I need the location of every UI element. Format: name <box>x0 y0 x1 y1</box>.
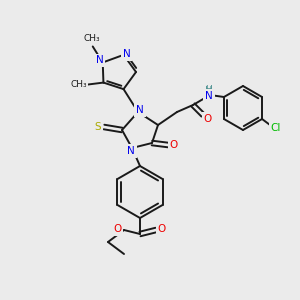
Text: H: H <box>205 86 213 96</box>
Text: H: H <box>205 85 212 94</box>
Text: N: N <box>123 49 130 59</box>
Text: N: N <box>205 91 213 101</box>
Text: S: S <box>95 122 101 132</box>
Text: CH₃: CH₃ <box>70 80 87 89</box>
Text: O: O <box>113 224 121 234</box>
Text: N: N <box>127 146 135 156</box>
Text: N: N <box>96 56 103 65</box>
Text: O: O <box>158 224 166 234</box>
Text: Cl: Cl <box>271 123 281 133</box>
Text: O: O <box>204 114 212 124</box>
Text: CH₃: CH₃ <box>83 34 100 43</box>
Text: O: O <box>170 140 178 150</box>
Text: N: N <box>136 105 144 115</box>
